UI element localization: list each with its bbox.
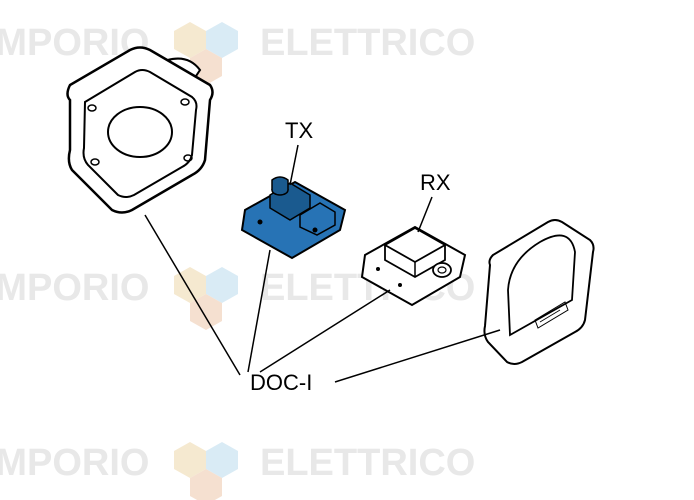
cover-panel-component bbox=[484, 220, 593, 364]
tx-pcb-component bbox=[242, 177, 345, 258]
doci-label: DOC-I bbox=[250, 370, 312, 396]
tx-label: TX bbox=[285, 118, 313, 144]
rx-pcb-component bbox=[362, 227, 465, 305]
housing-component bbox=[68, 48, 213, 213]
rx-label: RX bbox=[420, 170, 451, 196]
exploded-diagram bbox=[0, 0, 694, 500]
